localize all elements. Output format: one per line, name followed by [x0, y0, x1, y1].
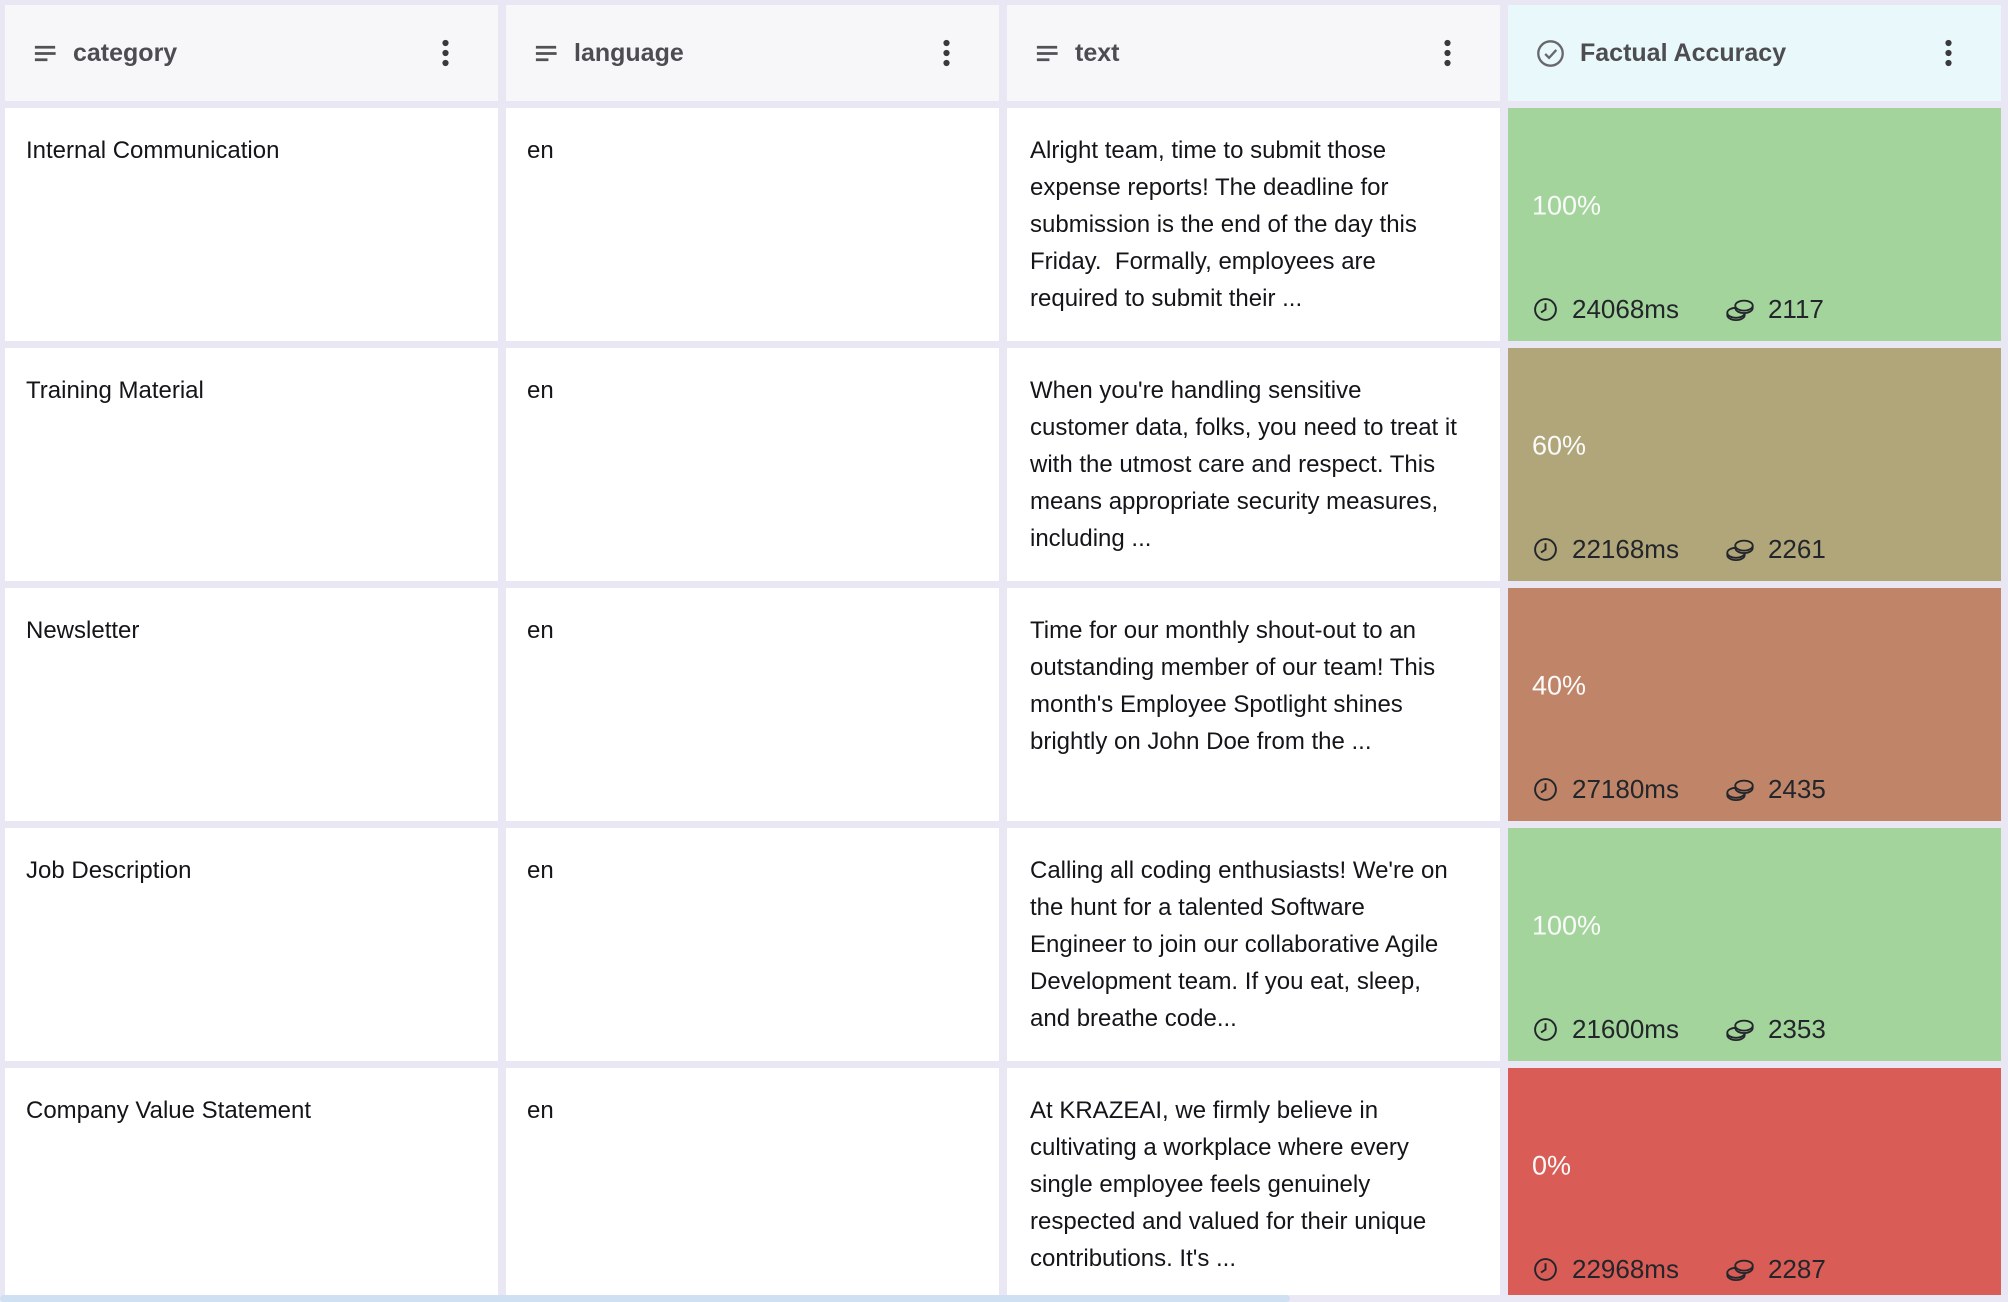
token-count: 2117 — [1767, 294, 1824, 324]
language-value: en — [527, 1097, 554, 1124]
token-count: 2261 — [1767, 534, 1826, 564]
check-circle-icon — [1535, 38, 1566, 69]
token-count: 2435 — [1767, 774, 1826, 804]
category-value: Newsletter — [26, 617, 140, 644]
accuracy-percent: 60% — [1532, 430, 1587, 461]
scrollbar-thumb[interactable] — [0, 1295, 1290, 1302]
latency-group: 21600ms — [1532, 1014, 1679, 1045]
horizontal-scrollbar[interactable] — [0, 1295, 2008, 1302]
clock-icon — [1532, 1256, 1559, 1283]
latency-value: 24068ms — [1572, 294, 1679, 324]
clock-icon — [1532, 1016, 1559, 1043]
column-header-label: language — [574, 38, 684, 67]
category-value: Job Description — [26, 857, 192, 884]
metrics-bar: 27180ms 2435 — [1532, 774, 1993, 805]
language-value: en — [527, 137, 554, 164]
tokens-group: 2117 — [1725, 294, 1824, 325]
latency-value: 21600ms — [1572, 1014, 1679, 1044]
language-cell[interactable]: en — [506, 108, 999, 341]
tokens-icon — [1725, 1017, 1755, 1043]
language-cell[interactable]: en — [506, 828, 999, 1061]
column-header-factual-accuracy[interactable]: Factual Accuracy — [1508, 5, 2001, 101]
kebab-menu-icon[interactable] — [1443, 37, 1452, 69]
factual-accuracy-cell[interactable]: 0% 22968ms 2287 — [1508, 1068, 2001, 1301]
tokens-group: 2435 — [1725, 774, 1826, 805]
text-value: At KRAZEAI, we firmly believe in cultiva… — [1030, 1097, 1433, 1272]
text-cell[interactable]: Alright team, time to submit those expen… — [1007, 108, 1500, 341]
accuracy-percent: 100% — [1532, 910, 1602, 941]
latency-group: 22968ms — [1532, 1254, 1679, 1285]
category-value: Company Value Statement — [26, 1097, 312, 1124]
metrics-bar: 22168ms 2261 — [1532, 534, 1993, 565]
text-cell[interactable]: When you're handling sensitive customer … — [1007, 348, 1500, 581]
accuracy-percent: 100% — [1532, 190, 1602, 221]
kebab-menu-icon[interactable] — [942, 37, 951, 69]
tokens-icon — [1725, 537, 1755, 563]
tokens-group: 2261 — [1725, 534, 1826, 565]
text-cell[interactable]: At KRAZEAI, we firmly believe in cultiva… — [1007, 1068, 1500, 1301]
kebab-menu-icon[interactable] — [441, 37, 450, 69]
category-cell[interactable]: Training Material — [5, 348, 498, 581]
language-cell[interactable]: en — [506, 1068, 999, 1301]
language-value: en — [527, 617, 554, 644]
category-value: Internal Communication — [26, 137, 280, 164]
accuracy-percent: 40% — [1532, 670, 1587, 701]
latency-group: 22168ms — [1532, 534, 1679, 565]
category-cell[interactable]: Internal Communication — [5, 108, 498, 341]
latency-group: 27180ms — [1532, 774, 1679, 805]
metrics-bar: 22968ms 2287 — [1532, 1254, 1993, 1285]
tokens-icon — [1725, 297, 1755, 323]
column-header-label: category — [73, 38, 178, 67]
text-value: Time for our monthly shout-out to an out… — [1030, 617, 1442, 755]
factual-accuracy-cell[interactable]: 100% 21600ms 2353 — [1508, 828, 2001, 1061]
text-cell[interactable]: Time for our monthly shout-out to an out… — [1007, 588, 1500, 821]
language-value: en — [527, 857, 554, 884]
latency-value: 27180ms — [1572, 774, 1679, 804]
kebab-menu-icon[interactable] — [1944, 37, 1953, 69]
tokens-group: 2287 — [1725, 1254, 1826, 1285]
text-lines-icon — [533, 40, 560, 67]
language-value: en — [527, 377, 554, 404]
text-value: When you're handling sensitive customer … — [1030, 377, 1464, 552]
text-value: Alright team, time to submit those expen… — [1030, 137, 1424, 312]
latency-value: 22168ms — [1572, 534, 1679, 564]
latency-group: 24068ms — [1532, 294, 1679, 325]
metrics-bar: 21600ms 2353 — [1532, 1014, 1993, 1045]
factual-accuracy-cell[interactable]: 40% 27180ms 2435 — [1508, 588, 2001, 821]
clock-icon — [1532, 776, 1559, 803]
tokens-icon — [1725, 1257, 1755, 1283]
tokens-icon — [1725, 777, 1755, 803]
accuracy-percent: 0% — [1532, 1150, 1572, 1181]
category-cell[interactable]: Newsletter — [5, 588, 498, 821]
token-count: 2287 — [1767, 1254, 1826, 1284]
category-cell[interactable]: Job Description — [5, 828, 498, 1061]
latency-value: 22968ms — [1572, 1254, 1679, 1284]
text-value: Calling all coding enthusiasts! We're on… — [1030, 857, 1455, 1032]
token-count: 2353 — [1767, 1014, 1826, 1044]
factual-accuracy-cell[interactable]: 60% 22168ms 2261 — [1508, 348, 2001, 581]
column-header-label: Factual Accuracy — [1580, 38, 1787, 67]
language-cell[interactable]: en — [506, 348, 999, 581]
tokens-group: 2353 — [1725, 1014, 1826, 1045]
column-header-language[interactable]: language — [506, 5, 999, 101]
column-header-label: text — [1075, 38, 1120, 67]
category-value: Training Material — [26, 377, 204, 404]
clock-icon — [1532, 536, 1559, 563]
clock-icon — [1532, 296, 1559, 323]
factual-accuracy-cell[interactable]: 100% 24068ms 2117 — [1508, 108, 2001, 341]
text-cell[interactable]: Calling all coding enthusiasts! We're on… — [1007, 828, 1500, 1061]
metrics-bar: 24068ms 2117 — [1532, 294, 1993, 325]
column-header-text[interactable]: text — [1007, 5, 1500, 101]
category-cell[interactable]: Company Value Statement — [5, 1068, 498, 1301]
text-lines-icon — [32, 40, 59, 67]
text-lines-icon — [1034, 40, 1061, 67]
language-cell[interactable]: en — [506, 588, 999, 821]
column-header-category[interactable]: category — [5, 5, 498, 101]
